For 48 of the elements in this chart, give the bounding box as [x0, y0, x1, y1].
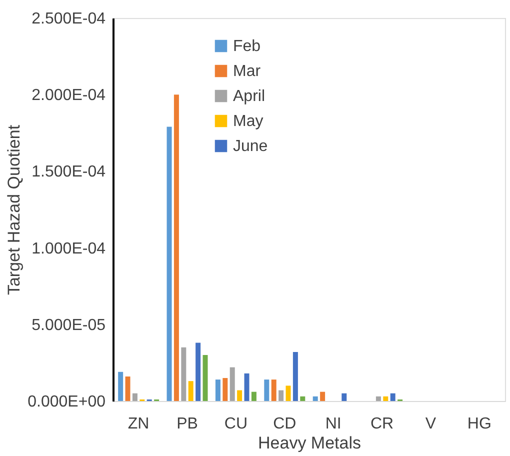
bar	[230, 367, 235, 401]
legend-label: April	[233, 88, 266, 105]
y-tick-label: 5.000E-05	[32, 316, 106, 334]
bar	[376, 396, 381, 401]
legend-label: June	[233, 138, 268, 155]
bar	[181, 347, 186, 401]
y-tick-label: 2.500E-04	[32, 10, 106, 28]
x-tick-label: HG	[467, 416, 492, 432]
bar	[271, 380, 276, 401]
bar	[166, 126, 172, 401]
x-tick-label: CR	[370, 416, 394, 432]
x-tick-label: ZN	[128, 416, 150, 432]
bar	[390, 393, 396, 401]
bar	[244, 373, 250, 401]
bar	[215, 380, 220, 401]
bar	[312, 396, 318, 401]
x-tick-label: CU	[224, 416, 248, 432]
bar	[286, 386, 291, 401]
bar	[188, 381, 194, 401]
bar	[278, 390, 284, 401]
bar	[251, 392, 256, 401]
legend-label: Mar	[233, 63, 262, 80]
legend-label: Feb	[233, 38, 261, 55]
bar	[125, 376, 130, 401]
x-axis-title: Heavy Metals	[258, 434, 361, 452]
y-axis-title: Target Hazad Quotient	[4, 124, 24, 296]
bar	[196, 342, 201, 401]
y-tick-label: 1.000E-04	[32, 240, 106, 258]
x-tick-label: PB	[176, 416, 198, 432]
x-tick-label: NI	[325, 416, 342, 432]
bar	[383, 396, 388, 401]
legend-label: May	[233, 113, 264, 130]
x-tick-label: V	[425, 416, 436, 432]
bar	[118, 372, 124, 401]
x-tick-label: CD	[273, 416, 296, 432]
y-tick-label: 1.500E-04	[32, 164, 106, 181]
bar	[174, 94, 179, 401]
y-tick-label: 2.000E-04	[32, 87, 106, 104]
bar	[292, 352, 298, 401]
bar	[132, 393, 138, 401]
bar	[320, 392, 326, 401]
bar	[264, 380, 270, 401]
bar	[300, 396, 306, 401]
bar	[202, 355, 208, 401]
bar	[222, 378, 228, 401]
y-tick-label: 0.000E+00	[28, 394, 106, 410]
bar	[342, 393, 347, 401]
bar	[237, 390, 242, 401]
